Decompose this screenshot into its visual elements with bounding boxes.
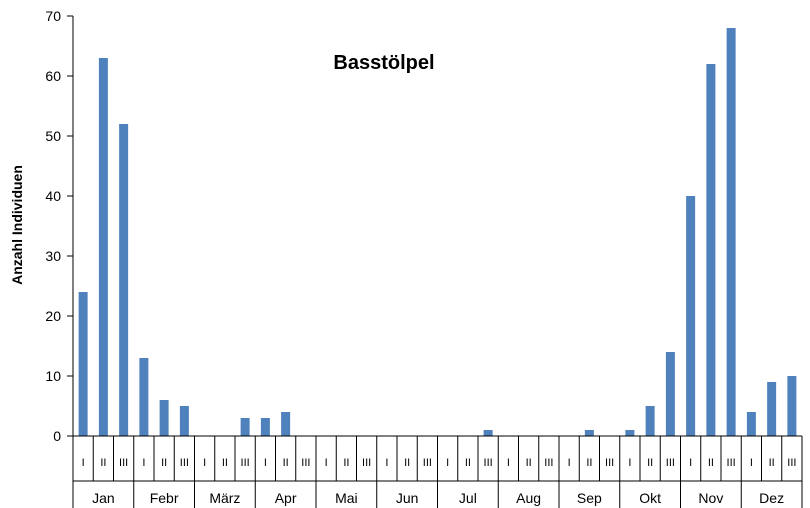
chart-title: Basstölpel [333,52,434,74]
decade-label: III [362,457,371,469]
y-tick-label: 40 [45,188,61,204]
decade-label: III [787,457,796,469]
decade-label: II [647,457,653,469]
bar [645,406,655,436]
bars-group [78,28,797,436]
decade-label: II [526,457,532,469]
decade-label: I [446,457,449,469]
decade-label: II [343,457,349,469]
decade-label: I [325,457,328,469]
decade-label: II [708,457,714,469]
decade-label: III [301,457,310,469]
bar [240,418,250,436]
decade-label: III [484,457,493,469]
month-label: Febr [150,490,179,506]
month-label: Aug [516,490,541,506]
y-tick-label: 10 [45,368,61,384]
bar [706,64,716,436]
month-label: Dez [759,490,784,506]
y-tick-label: 20 [45,308,61,324]
decade-label: I [82,457,85,469]
decade-label: I [689,457,692,469]
decade-label: I [203,457,206,469]
decade-label: II [465,457,471,469]
bar [281,412,291,436]
month-label: März [209,490,240,506]
month-label: Nov [698,490,723,506]
decade-label: III [241,457,250,469]
month-label: Mai [335,490,358,506]
month-label: Okt [639,490,661,506]
bar [686,196,696,436]
bar [179,406,189,436]
bar [625,430,635,436]
bar [78,292,88,436]
y-tick-label: 30 [45,248,61,264]
bar [665,352,675,436]
decade-label: II [222,457,228,469]
month-label: Jul [459,490,477,506]
decade-label: II [100,457,106,469]
y-tick-label: 50 [45,128,61,144]
bar [767,382,777,436]
y-tick-label: 60 [45,68,61,84]
decade-label: II [404,457,410,469]
x-axis: I II III I II III I II III I II III I II III I II III I II I… [72,435,803,508]
decade-label: II [283,457,289,469]
decade-label: III [605,457,614,469]
decade-label: II [586,457,592,469]
y-axis: 0 10 20 30 40 50 60 70 [45,8,74,444]
bar [260,418,270,436]
decade-label: I [750,457,753,469]
y-tick-label: 0 [53,428,61,444]
decade-label: I [264,457,267,469]
decade-label: I [628,457,631,469]
decade-label: III [423,457,432,469]
y-tick-label: 70 [45,8,61,24]
decade-label: III [544,457,553,469]
decade-label: I [568,457,571,469]
decade-label: III [727,457,736,469]
decade-label: III [666,457,675,469]
month-label: Sep [577,490,602,506]
decade-label: II [161,457,167,469]
bar [159,400,169,436]
decade-label: II [769,457,775,469]
bar [483,430,493,436]
bar [98,58,108,436]
y-axis-label: Anzahl Individuen [9,165,25,285]
bar [787,376,797,436]
bar [139,358,149,436]
decade-label: I [142,457,145,469]
decade-label: III [119,457,128,469]
decade-label: I [385,457,388,469]
bar [726,28,736,436]
month-label: Jun [396,490,419,506]
bar [119,124,129,436]
decade-label: I [507,457,510,469]
bar [584,430,594,436]
month-label: Apr [275,490,297,506]
month-label: Jan [92,490,115,506]
bar [746,412,756,436]
decade-label: III [180,457,189,469]
